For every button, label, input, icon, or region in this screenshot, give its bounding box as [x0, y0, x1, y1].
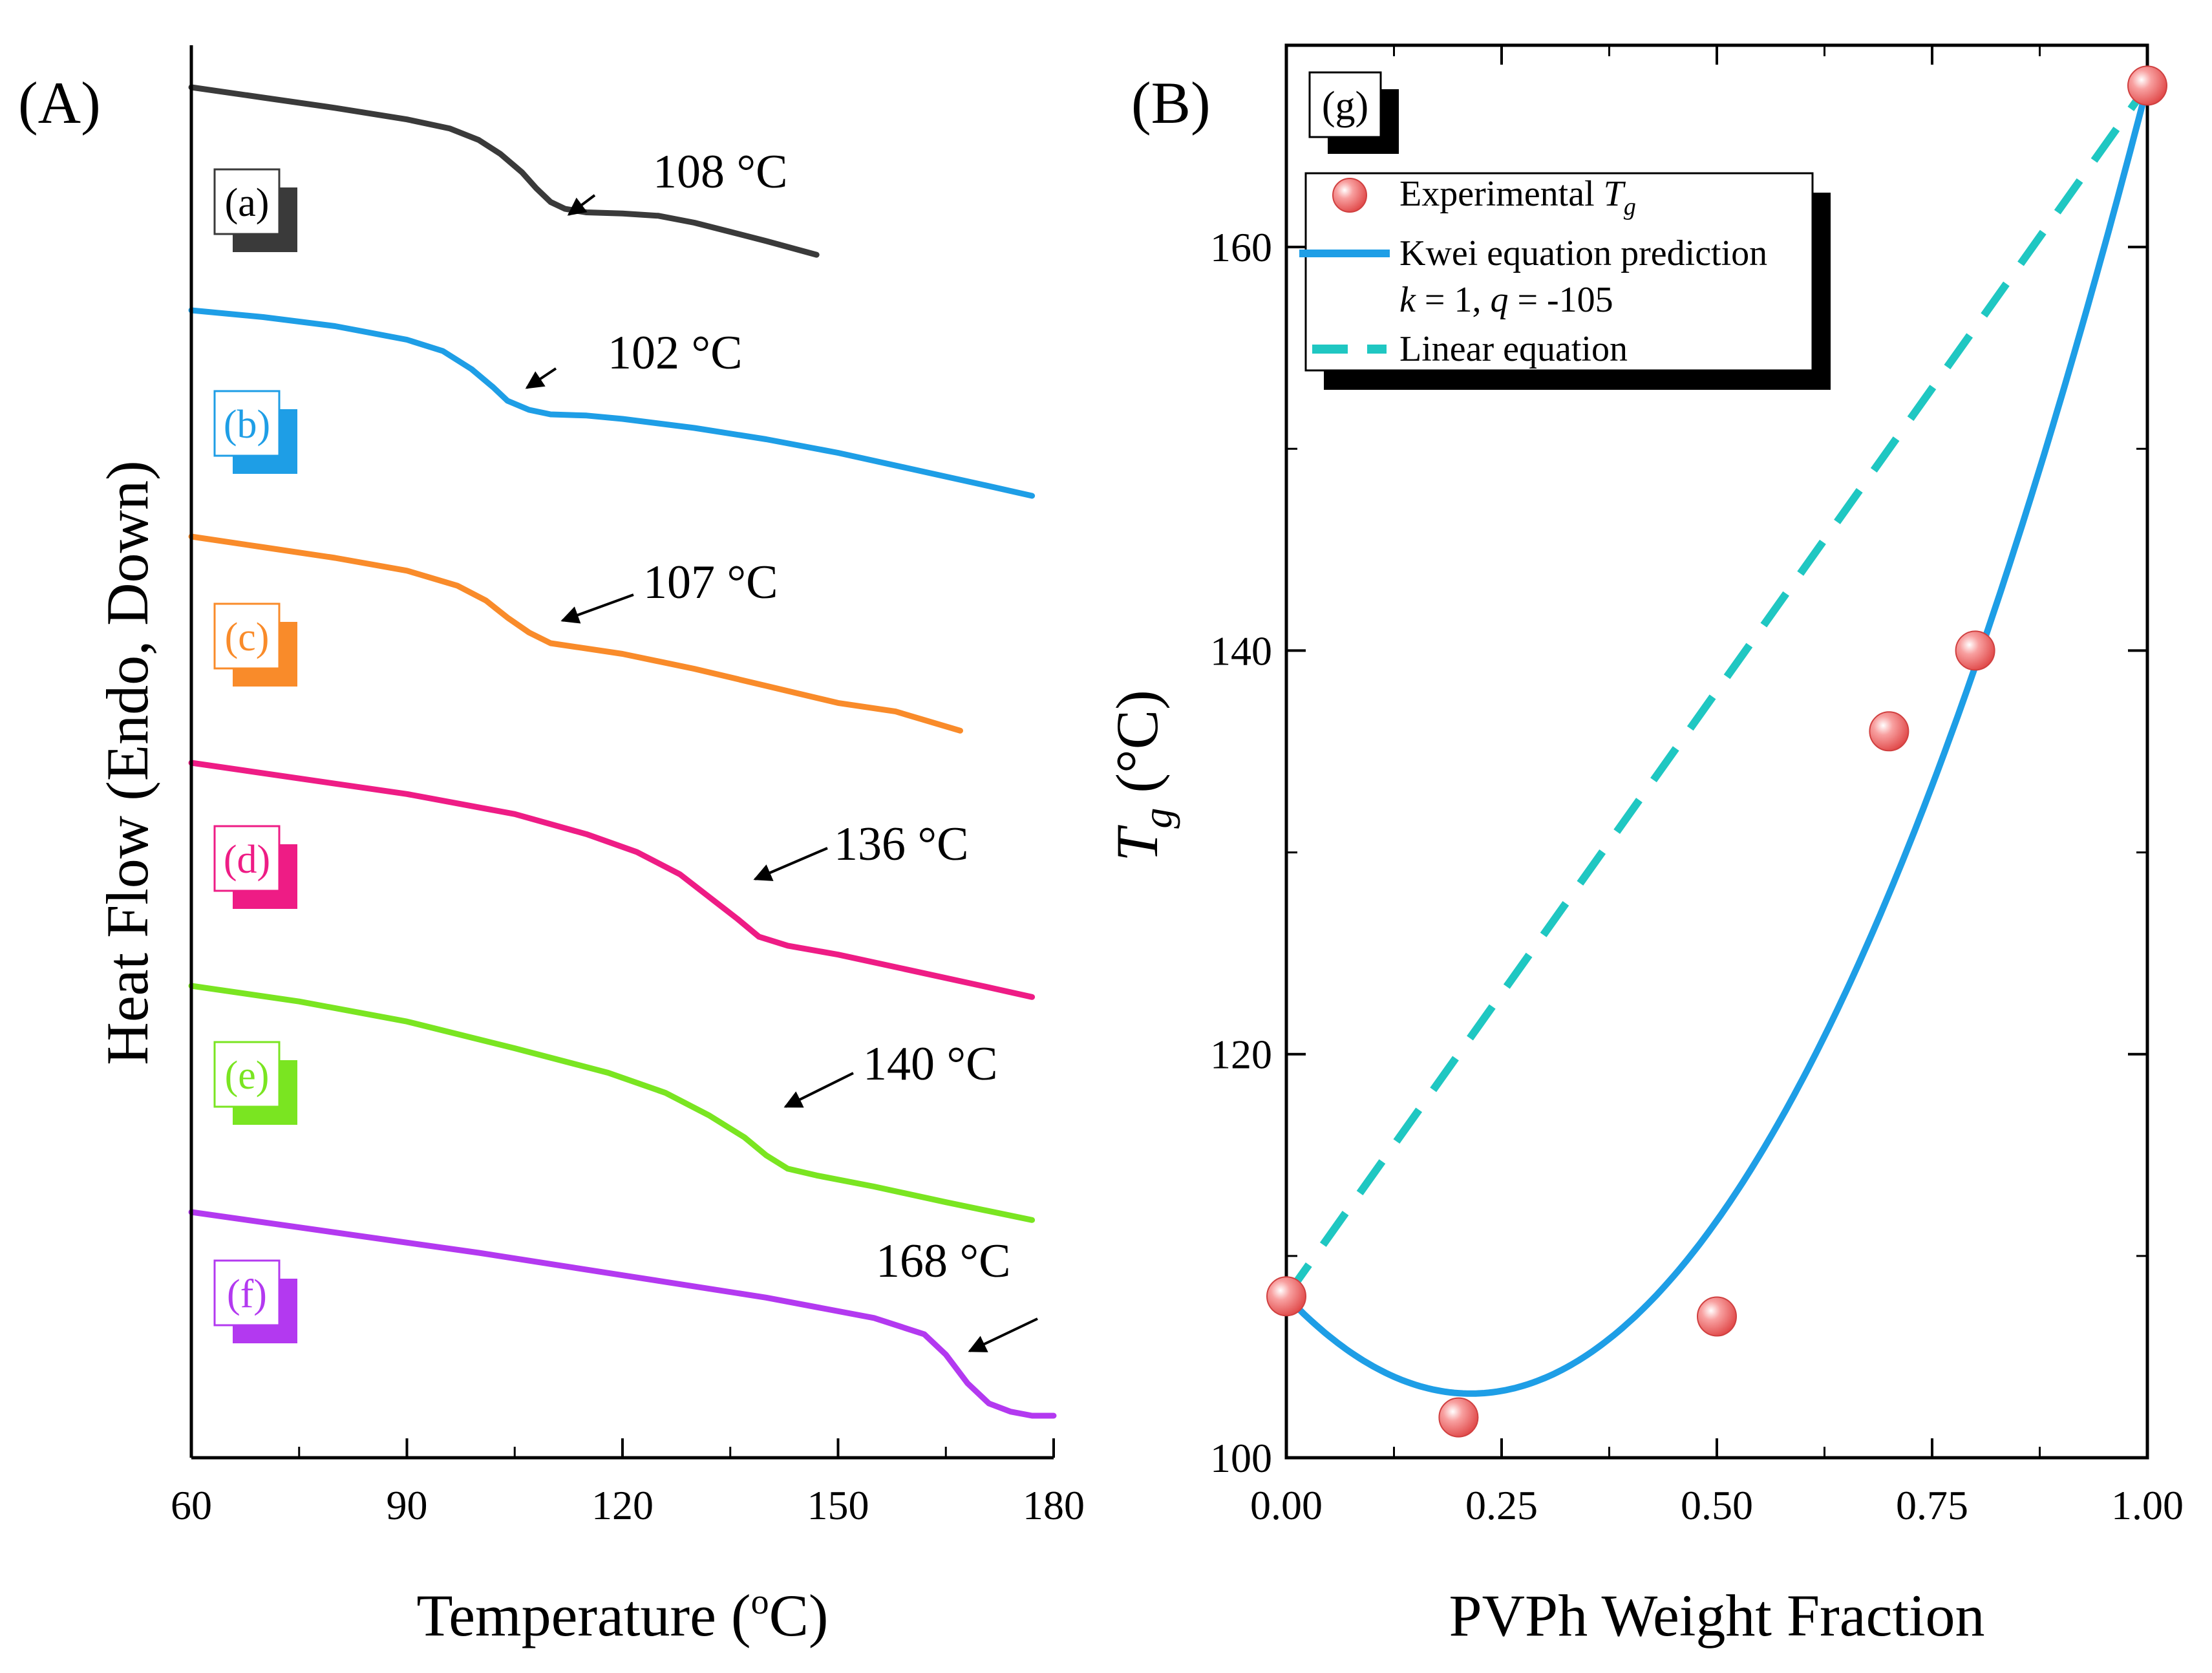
panel-b-y-title: Tg (°C): [1104, 690, 1180, 862]
svg-text:(c): (c): [225, 615, 270, 659]
legend-linear: Linear equation: [1399, 329, 1628, 369]
panel-a-label: (A): [18, 70, 101, 136]
svg-text:(d): (d): [224, 838, 270, 882]
linear-equation-line: [1283, 83, 2151, 1299]
tag-c: (c): [213, 602, 297, 687]
x-tick-label: 150: [807, 1482, 869, 1528]
curve-a: [188, 84, 820, 258]
experimental-point: [2127, 65, 2167, 106]
panel-b-lines: [1283, 83, 2151, 1397]
legend-kwei: Kwei equation prediction: [1399, 233, 1767, 273]
tg-label-d: 136 °C: [834, 818, 968, 871]
panel-a-x-ticks: 60 90 120 150 180: [171, 1438, 1085, 1528]
x-tick-label: 90: [387, 1482, 428, 1528]
x-tick-label: 0.25: [1465, 1482, 1538, 1528]
x-tick-label: 1.00: [2111, 1482, 2184, 1528]
tg-label-e: 140 °C: [863, 1038, 997, 1091]
y-tick-label: 140: [1210, 628, 1272, 674]
x-tick-label: 0.75: [1896, 1482, 1968, 1528]
x-tick-label: 120: [591, 1482, 654, 1528]
panel-b-points: [1266, 65, 2167, 1438]
panel-b-x-title: PVPh Weight Fraction: [1449, 1582, 1984, 1648]
x-tick-label: 60: [171, 1482, 212, 1528]
x-tick-label: 0.50: [1681, 1482, 1753, 1528]
tg-arrow-c: [560, 593, 634, 624]
curve-f: [188, 1209, 1057, 1419]
tag-f: (f): [213, 1259, 297, 1343]
tag-a: (a): [213, 168, 297, 252]
tg-label-a: 108 °C: [653, 145, 787, 198]
kwei-curve: [1284, 85, 2151, 1397]
svg-text:(b): (b): [224, 403, 270, 447]
y-tick-label: 120: [1210, 1032, 1272, 1078]
svg-text:(g): (g): [1322, 84, 1368, 128]
tg-label-b: 102 °C: [608, 326, 742, 379]
panel-a-x-title: Temperature (oC): [416, 1582, 828, 1648]
tg-arrow-b: [525, 367, 557, 389]
panel-b-label: (B): [1131, 70, 1211, 136]
tg-arrow-d: [753, 847, 828, 881]
tag-b: (b): [213, 390, 297, 474]
x-tick-label: 180: [1023, 1482, 1085, 1528]
panel-b-legend: Experimental Tg Kwei equation prediction…: [1299, 172, 1831, 390]
legend-marker-experimental: [1332, 178, 1367, 213]
y-tick-label: 100: [1210, 1435, 1272, 1481]
curve-d: [188, 760, 1036, 1000]
curve-b: [188, 307, 1036, 499]
panel-b-tag: (g): [1308, 71, 1399, 154]
svg-text:(e): (e): [225, 1054, 270, 1098]
tg-arrow-a: [567, 194, 596, 216]
panel-a: (A) (a) 108 °C (b) 102 °C (c) 107 °C (d) 136 °C…: [18, 45, 1085, 1648]
experimental-point: [1697, 1296, 1737, 1337]
experimental-point: [1438, 1397, 1479, 1438]
legend-experimental: Experimental Tg: [1399, 174, 1636, 220]
curve-e: [188, 983, 1036, 1223]
panel-b-ticks: 100 120 140 160 0.00 0.25 0.50 0.75 1.00: [1210, 45, 2184, 1528]
legend-kwei-params: k = 1, q = -105: [1399, 280, 1613, 320]
experimental-point: [1955, 630, 1995, 671]
svg-text:(a): (a): [225, 181, 270, 225]
tg-arrow-e: [783, 1072, 854, 1108]
tg-label-f: 168 °C: [876, 1235, 1010, 1288]
tg-label-c: 107 °C: [643, 556, 778, 609]
panel-a-y-title: Heat Flow (Endo, Down): [94, 460, 160, 1065]
x-tick-label: 0.00: [1250, 1482, 1323, 1528]
tg-arrow-f: [968, 1317, 1038, 1352]
panel-a-series: (a) 108 °C (b) 102 °C (c) 107 °C (d) 136 °C (e) 1…: [188, 84, 1057, 1419]
curve-c: [188, 533, 963, 734]
panel-b: (B) 100 120 140 160 0.00 0.25 0.50 0.75 1.00 (g)…: [1104, 43, 2184, 1648]
y-tick-label: 160: [1210, 224, 1272, 270]
svg-text:(f): (f): [227, 1272, 267, 1316]
experimental-point: [1869, 711, 1909, 752]
experimental-point: [1266, 1276, 1306, 1317]
tag-d: (d): [213, 825, 297, 909]
tag-e: (e): [213, 1041, 297, 1125]
